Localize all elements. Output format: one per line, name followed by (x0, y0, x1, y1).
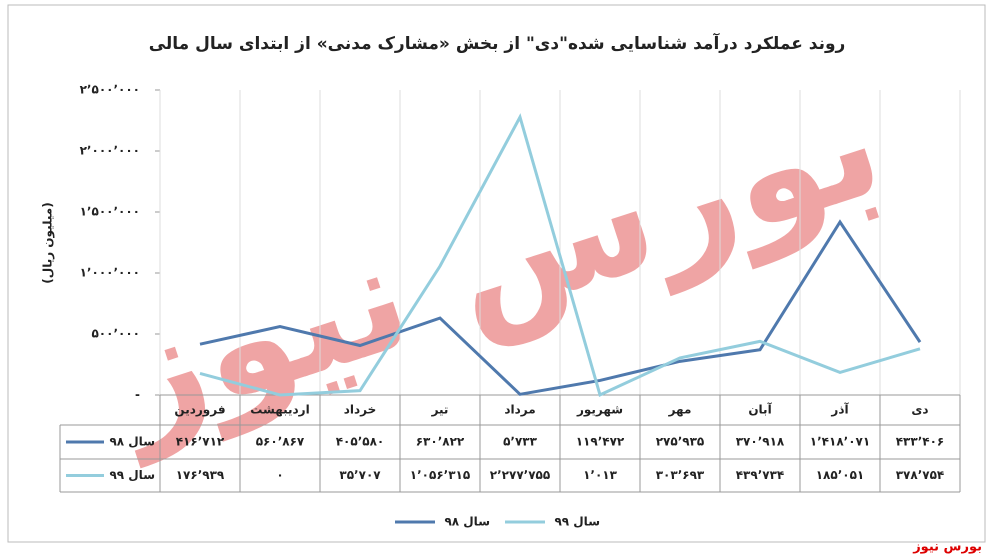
x-tick-label: شهریور (576, 403, 623, 418)
x-tick-label: دی (911, 403, 928, 417)
y-tick-label: ۲٬۰۰۰٬۰۰۰ (80, 144, 140, 158)
legend-label: سال ۹۸ (444, 515, 490, 529)
source: بورس نیوز (912, 540, 982, 555)
chart-title: روند عملکرد درآمد شناسایی شده"دی" از بخش… (149, 32, 846, 54)
series-line (199, 113, 921, 397)
x-tick-label: فروردین (174, 403, 225, 418)
x-tick-label: مهر (668, 403, 692, 417)
x-tick-label: اردیبهشت (250, 403, 309, 417)
y-tick-label: ۱٬۵۰۰٬۰۰۰ (80, 205, 140, 219)
y-axis-label: (میلیون ریال) (41, 202, 56, 283)
table-value: ۲۷۵٬۹۳۵ (656, 435, 705, 449)
table-value: ۵٬۷۳۳ (503, 435, 538, 449)
series-line (199, 219, 922, 396)
x-tick-label: تیر (431, 403, 449, 417)
legend-label: سال ۹۹ (554, 515, 600, 529)
table-value: ۳۷۸٬۷۵۴ (896, 468, 945, 482)
table-value: ۱٬۰۵۶٬۳۱۵ (410, 468, 470, 482)
y-tick-label: ۲٬۵۰۰٬۰۰۰ (80, 83, 140, 97)
table-value: ۴۰۵٬۵۸۰ (336, 435, 385, 449)
x-tick-label: مرداد (504, 403, 535, 417)
table-value: ۱۱۹٬۴۷۲ (576, 435, 625, 449)
table-value: ۴۳۹٬۷۳۴ (736, 468, 785, 482)
table-value: ۱٬۴۱۸٬۰۷۱ (810, 435, 870, 449)
y-tick-label: ۱٬۰۰۰٬۰۰۰ (80, 266, 140, 280)
table-value: ۰ (276, 468, 283, 482)
table-value: ۱۸۵٬۰۵۱ (816, 468, 865, 482)
y-tick-label: - (135, 388, 140, 402)
x-tick-label: آبان (748, 402, 772, 417)
table-value: ۱٬۰۱۳ (583, 468, 618, 482)
chart-frame (7, 4, 986, 543)
table-value: ۱۷۶٬۹۳۹ (176, 468, 225, 482)
x-tick-label: آذر (830, 402, 849, 417)
table-series-name: سال ۹۸ (109, 435, 155, 449)
table-value: ۳۵٬۷۰۷ (339, 468, 381, 482)
table-value: ۳۷۰٬۹۱۸ (736, 435, 785, 449)
table-value: ۳۰۳٬۶۹۳ (656, 468, 705, 482)
y-tick-label: ۵۰۰٬۰۰۰ (91, 327, 140, 341)
table-value: ۴۱۶٬۷۱۲ (176, 435, 225, 449)
table-value: ۴۳۳٬۴۰۶ (896, 435, 945, 449)
table-value: ۲٬۲۷۷٬۷۵۵ (490, 468, 550, 482)
table-value: ۶۳۰٬۸۲۲ (416, 435, 465, 449)
x-tick-label: خرداد (344, 403, 377, 417)
table-series-name: سال ۹۹ (109, 468, 155, 482)
table-value: ۵۶۰٬۸۶۷ (256, 435, 305, 449)
